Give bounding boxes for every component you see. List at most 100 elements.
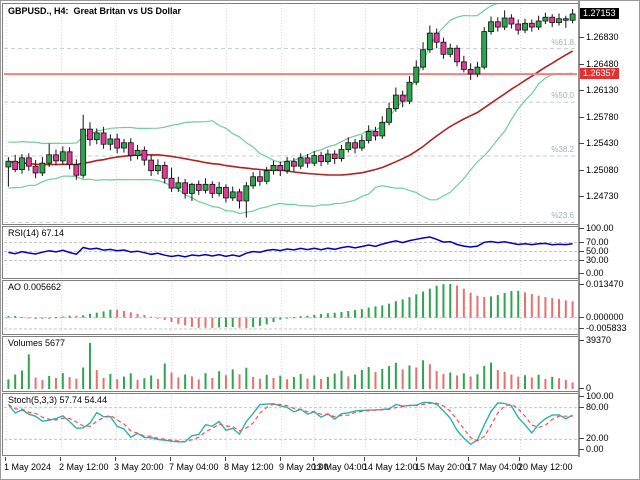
ao-bar bbox=[360, 309, 363, 318]
candle bbox=[175, 182, 182, 189]
ao-bar bbox=[184, 317, 187, 326]
candle bbox=[223, 186, 229, 199]
ao-bar bbox=[537, 295, 540, 318]
volume-bar bbox=[218, 371, 221, 389]
ao-panel[interactable]: AO 0.005662 bbox=[2, 280, 579, 335]
candle bbox=[80, 128, 87, 176]
candle bbox=[182, 182, 189, 194]
ao-bar bbox=[394, 301, 397, 318]
fib-label: %23.6 bbox=[551, 211, 574, 221]
ao-axis-label: 0.000000 bbox=[586, 311, 624, 322]
ao-bar bbox=[197, 317, 200, 328]
volume-bar bbox=[41, 380, 44, 389]
volume-bar bbox=[374, 371, 377, 389]
candle bbox=[304, 157, 311, 164]
ao-bar bbox=[116, 309, 119, 318]
rsi-axis-label: 50.00 bbox=[586, 245, 609, 256]
volume-bar bbox=[435, 371, 438, 389]
candle bbox=[59, 151, 66, 162]
candle bbox=[501, 17, 508, 28]
ao-bar bbox=[20, 317, 23, 319]
ao-bar bbox=[374, 306, 377, 318]
volume-bar bbox=[347, 376, 350, 389]
candle bbox=[141, 149, 148, 161]
candle bbox=[358, 140, 365, 149]
candle bbox=[189, 183, 195, 194]
candle bbox=[297, 157, 304, 167]
time-axis-tick bbox=[5, 457, 6, 461]
candle bbox=[284, 161, 291, 172]
rsi-axis-tick bbox=[579, 259, 584, 261]
volume-bar bbox=[483, 365, 486, 389]
volume-bar bbox=[102, 377, 105, 389]
volumes-canvas[interactable] bbox=[3, 337, 578, 391]
fib-label: %38.2 bbox=[551, 144, 574, 154]
rsi-canvas[interactable] bbox=[3, 227, 578, 278]
main-chart-canvas[interactable] bbox=[3, 4, 578, 224]
ao-bar bbox=[14, 316, 17, 318]
time-axis-tick bbox=[280, 457, 281, 461]
candle bbox=[556, 18, 562, 23]
volume-bar bbox=[88, 343, 91, 389]
ao-bar bbox=[231, 317, 234, 327]
ao-bar bbox=[530, 293, 533, 318]
volumes-panel[interactable]: Volumes 5677 bbox=[2, 336, 579, 392]
volume-bar bbox=[564, 379, 567, 389]
candle bbox=[127, 142, 134, 156]
volume-bar bbox=[109, 374, 112, 389]
fib-label: %61.8 bbox=[551, 37, 574, 47]
candle bbox=[243, 185, 250, 202]
ao-bar bbox=[544, 297, 547, 318]
ao-bar bbox=[102, 311, 105, 318]
ao-canvas[interactable] bbox=[3, 281, 578, 334]
time-axis-label: 1 May 2024 bbox=[4, 462, 52, 472]
time-axis-tick bbox=[170, 457, 171, 461]
volume-bar bbox=[313, 375, 316, 389]
volume-bar bbox=[177, 377, 180, 389]
time-axis-tick bbox=[468, 457, 469, 461]
ao-bar bbox=[476, 295, 479, 318]
volume-bar bbox=[272, 377, 275, 389]
stochastic-canvas[interactable] bbox=[3, 394, 578, 455]
volume-bar bbox=[197, 379, 200, 389]
ao-bar bbox=[333, 312, 336, 318]
ao-bar bbox=[306, 315, 309, 318]
rsi-panel[interactable]: RSI(14) 67.14 bbox=[2, 226, 579, 279]
volume-bar bbox=[7, 379, 10, 389]
candle bbox=[311, 155, 318, 164]
ao-bar bbox=[245, 317, 248, 328]
ao-bar bbox=[163, 317, 166, 321]
candle bbox=[202, 183, 209, 191]
volume-bar bbox=[150, 375, 153, 389]
rsi-axis-label: 100.00 bbox=[586, 223, 614, 233]
ao-bar bbox=[156, 317, 159, 319]
candle bbox=[257, 176, 263, 182]
stoch-signal-line bbox=[8, 402, 573, 443]
volume-bar bbox=[442, 374, 445, 389]
volume-bar bbox=[408, 365, 411, 389]
candle bbox=[168, 177, 175, 189]
candle bbox=[250, 176, 257, 187]
candle bbox=[46, 154, 53, 164]
candle bbox=[121, 142, 127, 149]
ao-bar bbox=[136, 313, 139, 318]
main-chart-panel[interactable]: GBPUSD., H4: Great Britan vs US Dollar bbox=[2, 3, 579, 225]
candle bbox=[19, 157, 25, 170]
candle bbox=[66, 151, 73, 166]
ao-bar bbox=[524, 292, 527, 318]
ao-bar bbox=[218, 317, 221, 328]
volume-bar bbox=[503, 371, 506, 389]
volume-bar bbox=[299, 374, 302, 389]
stochastic-panel[interactable]: Stoch(5,3,3) 57.74 54.44 bbox=[2, 393, 579, 456]
bollinger-lower-line bbox=[8, 72, 573, 215]
volume-bar bbox=[456, 375, 459, 389]
volume-bar bbox=[122, 376, 125, 389]
rsi-axis-label: 70.00 bbox=[586, 236, 609, 247]
volume-bar bbox=[340, 370, 343, 389]
candle bbox=[25, 157, 32, 167]
time-axis-label: 14 May 12:00 bbox=[363, 462, 418, 472]
rsi-axis-tick bbox=[579, 228, 584, 229]
candle bbox=[420, 49, 426, 68]
volume-bar bbox=[544, 378, 547, 389]
volume-bar bbox=[469, 376, 472, 389]
